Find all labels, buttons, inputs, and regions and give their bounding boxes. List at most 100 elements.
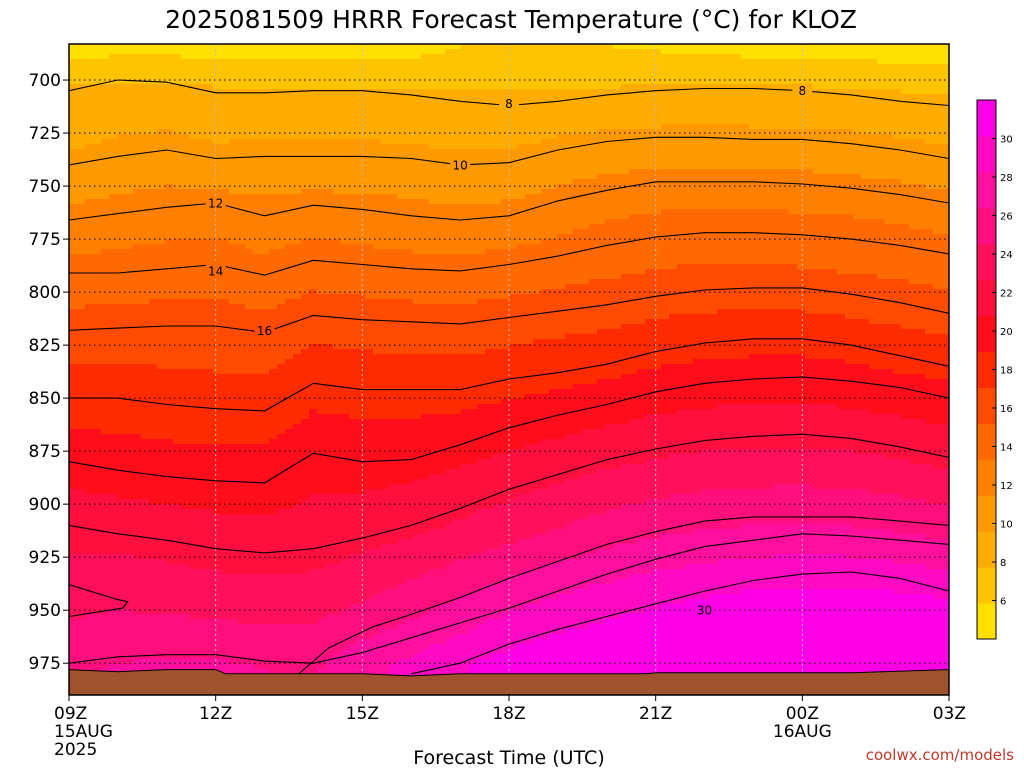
- field-cell: [149, 419, 158, 425]
- field-cell: [109, 164, 118, 170]
- field-cell: [157, 649, 166, 655]
- field-cell: [357, 139, 366, 145]
- field-cell: [173, 59, 182, 65]
- field-cell: [205, 209, 214, 215]
- field-cell: [205, 444, 214, 450]
- field-cell: [109, 379, 118, 385]
- field-cell: [165, 264, 174, 270]
- field-cell: [269, 104, 278, 110]
- field-cell: [117, 494, 126, 500]
- field-cell: [349, 609, 358, 615]
- field-cell: [77, 164, 86, 170]
- field-cell: [261, 184, 270, 190]
- field-cell: [165, 369, 174, 375]
- field-cell: [157, 134, 166, 140]
- field-cell: [253, 274, 262, 280]
- field-cell: [333, 54, 342, 60]
- field-cell: [181, 479, 190, 485]
- field-cell: [333, 494, 342, 500]
- field-cell: [125, 64, 134, 70]
- field-cell: [189, 134, 198, 140]
- field-cell: [77, 169, 86, 175]
- field-cell: [229, 519, 238, 525]
- field-cell: [141, 189, 150, 195]
- field-cell: [301, 124, 310, 130]
- field-cell: [261, 534, 270, 540]
- field-cell: [325, 234, 334, 240]
- field-cell: [269, 219, 278, 225]
- field-cell: [149, 314, 158, 320]
- field-cell: [237, 649, 246, 655]
- field-cell: [109, 559, 118, 565]
- field-cell: [149, 134, 158, 140]
- field-cell: [173, 64, 182, 70]
- field-cell: [189, 324, 198, 330]
- field-cell: [341, 344, 350, 350]
- field-cell: [197, 244, 206, 250]
- field-cell: [341, 444, 350, 450]
- field-cell: [101, 74, 110, 80]
- field-cell: [173, 119, 182, 125]
- field-cell: [229, 284, 238, 290]
- field-cell: [261, 444, 270, 450]
- field-cell: [173, 404, 182, 410]
- field-cell: [213, 359, 222, 365]
- field-cell: [69, 374, 78, 380]
- field-cell: [109, 334, 118, 340]
- field-cell: [349, 134, 358, 140]
- field-cell: [213, 164, 222, 170]
- field-cell: [229, 169, 238, 175]
- field-cell: [245, 259, 254, 265]
- field-cell: [125, 424, 134, 430]
- field-cell: [229, 649, 238, 655]
- field-cell: [357, 434, 366, 440]
- field-cell: [325, 599, 334, 605]
- field-cell: [181, 159, 190, 165]
- field-cell: [205, 519, 214, 525]
- field-cell: [165, 614, 174, 620]
- field-cell: [205, 54, 214, 60]
- field-cell: [309, 499, 318, 505]
- field-cell: [133, 649, 142, 655]
- field-cell: [109, 109, 118, 115]
- field-cell: [157, 334, 166, 340]
- field-cell: [253, 654, 262, 660]
- field-cell: [69, 444, 78, 450]
- field-cell: [253, 129, 262, 135]
- field-cell: [125, 109, 134, 115]
- field-cell: [253, 529, 262, 535]
- field-cell: [261, 124, 270, 130]
- field-cell: [277, 539, 286, 545]
- field-cell: [325, 464, 334, 470]
- field-cell: [157, 254, 166, 260]
- field-cell: [77, 109, 86, 115]
- field-cell: [117, 384, 126, 390]
- field-cell: [133, 79, 142, 85]
- field-cell: [317, 124, 326, 130]
- field-cell: [117, 324, 126, 330]
- field-cell: [213, 564, 222, 570]
- field-cell: [69, 334, 78, 340]
- field-cell: [253, 264, 262, 270]
- field-cell: [109, 469, 118, 475]
- field-cell: [165, 199, 174, 205]
- field-cell: [293, 114, 302, 120]
- field-cell: [173, 619, 182, 625]
- field-cell: [261, 209, 270, 215]
- field-cell: [181, 544, 190, 550]
- field-cell: [277, 654, 286, 660]
- field-cell: [189, 604, 198, 610]
- field-cell: [125, 544, 134, 550]
- field-cell: [229, 224, 238, 230]
- field-cell: [333, 119, 342, 125]
- field-cell: [213, 99, 222, 105]
- field-cell: [349, 214, 358, 220]
- field-cell: [341, 64, 350, 70]
- field-cell: [125, 549, 134, 555]
- field-cell: [325, 659, 334, 665]
- field-cell: [301, 379, 310, 385]
- field-cell: [341, 309, 350, 315]
- field-cell: [197, 89, 206, 95]
- field-cell: [205, 559, 214, 565]
- field-cell: [285, 319, 294, 325]
